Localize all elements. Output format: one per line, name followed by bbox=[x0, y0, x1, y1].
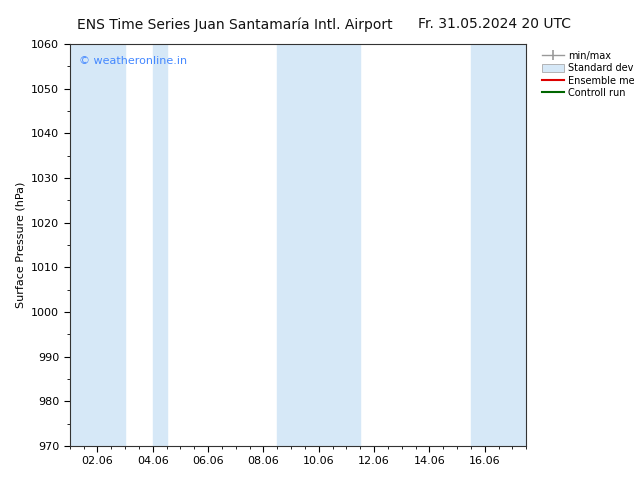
Bar bbox=[70, 44, 125, 446]
Bar bbox=[471, 44, 526, 446]
Y-axis label: Surface Pressure (hPa): Surface Pressure (hPa) bbox=[16, 182, 25, 308]
Legend: min/max, Standard deviation, Ensemble mean run, Controll run: min/max, Standard deviation, Ensemble me… bbox=[540, 49, 634, 100]
Text: © weatheronline.in: © weatheronline.in bbox=[79, 56, 187, 66]
Text: Fr. 31.05.2024 20 UTC: Fr. 31.05.2024 20 UTC bbox=[418, 17, 571, 31]
Bar bbox=[153, 44, 167, 446]
Text: ENS Time Series Juan Santamaría Intl. Airport: ENS Time Series Juan Santamaría Intl. Ai… bbox=[77, 17, 392, 32]
Bar bbox=[277, 44, 360, 446]
